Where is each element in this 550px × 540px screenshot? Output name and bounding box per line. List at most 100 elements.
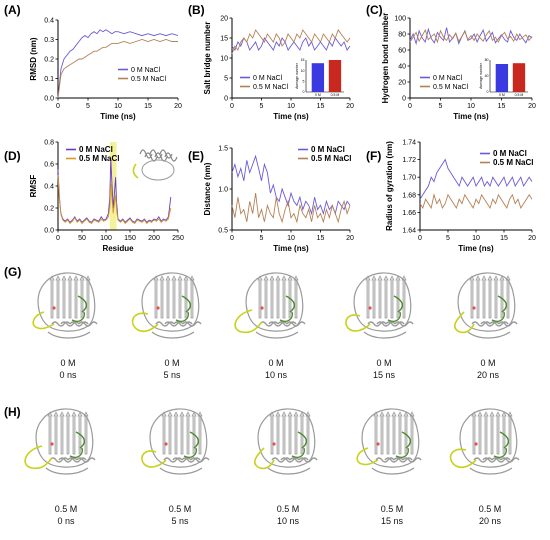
x-tick-label: 0 xyxy=(418,235,422,242)
helix xyxy=(182,321,202,327)
inset-y-label: Average number xyxy=(479,62,483,89)
snapshot-time: 0 ns xyxy=(57,516,75,526)
loop-green xyxy=(285,295,296,313)
helix xyxy=(367,321,387,327)
beta-strand xyxy=(471,411,477,455)
beta-strand xyxy=(189,275,195,319)
y-tick-label: 100 xyxy=(394,16,406,23)
loop-yellow xyxy=(32,311,55,330)
x-tick-label: 15 xyxy=(317,103,325,110)
residue-marker xyxy=(272,442,276,446)
protein-structure xyxy=(356,408,422,475)
helix xyxy=(172,457,192,463)
loop-yellow xyxy=(24,445,53,470)
snapshot: 0.5 M 20 ns xyxy=(449,408,520,526)
inset-tick-label: 10 xyxy=(301,69,305,73)
y-tick-label: 0.6 xyxy=(44,162,54,169)
beta-strand xyxy=(71,411,77,455)
y-tick-label: 1.5 xyxy=(218,146,228,153)
panel-label: (H) xyxy=(4,405,21,419)
protein-structure xyxy=(24,408,96,475)
beta-strand xyxy=(153,275,159,319)
helix xyxy=(491,457,511,463)
x-tick-label: 5 xyxy=(439,103,443,110)
y-tick-label: 1.70 xyxy=(402,175,416,182)
beta-strand xyxy=(475,275,481,319)
protein-structure xyxy=(141,408,210,475)
protein-structure xyxy=(253,408,318,475)
x-tick-label: 10 xyxy=(472,235,480,242)
loop-yellow xyxy=(253,447,275,470)
loop-yellow xyxy=(131,312,159,333)
y-tick-label: 0.2 xyxy=(44,57,54,64)
beta-strand xyxy=(179,411,185,455)
snapshot-concentration: 0 M xyxy=(376,358,391,368)
beta-strand xyxy=(495,411,501,455)
beta-strand xyxy=(293,275,299,319)
helix xyxy=(376,321,396,327)
protein-structure xyxy=(449,408,520,475)
x-axis-label: Time (ns) xyxy=(100,112,136,121)
x-axis-label: Time (ns) xyxy=(273,112,309,121)
loop-yellow xyxy=(453,311,475,334)
x-tick-label: 5 xyxy=(260,235,264,242)
beta-strand xyxy=(469,275,475,319)
snapshot: 0 M 10 ns xyxy=(234,272,306,380)
protein-structure xyxy=(131,272,202,339)
helix xyxy=(181,457,201,463)
series-line-1 xyxy=(231,193,351,224)
beta-strand xyxy=(389,275,395,319)
x-tick-label: 0 xyxy=(230,103,234,110)
residue-marker xyxy=(156,306,160,310)
helix xyxy=(473,457,493,463)
y-tick-label: 20 xyxy=(220,16,228,23)
y-tick-label: 1.64 xyxy=(402,228,416,235)
x-tick-label: 100 xyxy=(100,235,112,242)
panel-label: (D) xyxy=(4,149,21,163)
y-tick-label: 0.4 xyxy=(44,184,54,191)
inset-tick-label: 40 xyxy=(485,74,489,78)
beta-strand xyxy=(397,411,403,455)
series-line-0 xyxy=(419,158,533,200)
helix xyxy=(298,457,318,463)
loop-yellow xyxy=(356,447,379,466)
x-tick-label: 0 xyxy=(408,103,412,110)
inset-tick-label: 0 xyxy=(303,90,305,94)
helix xyxy=(163,457,183,463)
bottom-loop xyxy=(45,467,89,475)
y-tick-label: 0.4 xyxy=(44,18,54,25)
x-tick-label: 10 xyxy=(287,103,295,110)
helix xyxy=(164,321,184,327)
beta-strand xyxy=(383,275,389,319)
inset-category-label: 0 M xyxy=(499,93,505,97)
snapshot-concentration: 0 M xyxy=(164,358,179,368)
helix xyxy=(78,321,98,327)
beta-strand xyxy=(73,275,79,319)
loop-yellow xyxy=(345,314,371,332)
bottom-loop xyxy=(371,467,415,475)
x-tick-label: 20 xyxy=(346,235,354,242)
helix xyxy=(271,457,291,463)
helix xyxy=(375,457,395,463)
helix xyxy=(402,457,422,463)
residue-marker xyxy=(52,306,56,310)
y-tick-label: 60 xyxy=(398,48,406,55)
snapshot-time: 10 ns xyxy=(265,370,288,380)
legend-label: 0 M NaCl xyxy=(131,67,161,74)
loop-green xyxy=(499,431,510,449)
y-tick-label: 0 xyxy=(224,96,228,103)
helix xyxy=(498,321,518,327)
loop-green xyxy=(75,431,86,449)
helix xyxy=(277,321,297,327)
legend-label: 0.5 M NaCl xyxy=(253,84,288,91)
beta-strand xyxy=(477,411,483,455)
beta-strand xyxy=(59,411,65,455)
y-axis-label: RMSF xyxy=(29,175,38,198)
loop-green xyxy=(297,431,308,449)
helix xyxy=(286,321,306,327)
inset-bar xyxy=(328,60,342,92)
y-tick-label: 0.3 xyxy=(44,37,54,44)
